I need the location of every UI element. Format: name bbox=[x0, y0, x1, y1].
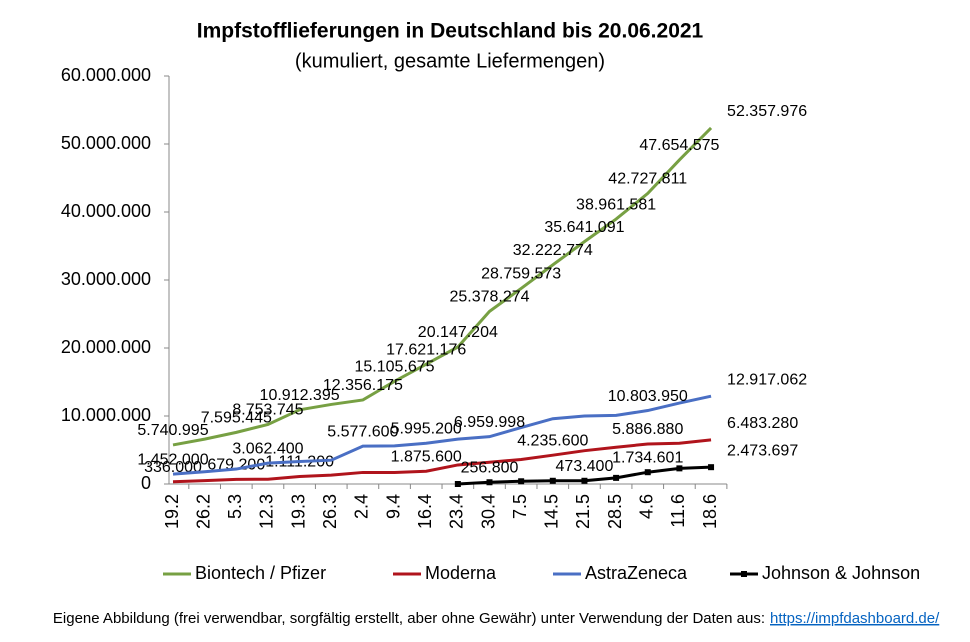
point-marker bbox=[518, 478, 525, 485]
x-tick-label: 2.4 bbox=[352, 494, 372, 519]
x-tick-label: 19.2 bbox=[162, 494, 182, 529]
x-tick-label: 30.4 bbox=[478, 494, 498, 529]
data-label: 47.654.575 bbox=[639, 137, 719, 154]
legend-label: Moderna bbox=[425, 563, 497, 583]
point-marker bbox=[486, 479, 493, 486]
point-marker bbox=[708, 464, 715, 471]
y-tick-label: 60.000.000 bbox=[61, 65, 151, 85]
data-label: 10.803.950 bbox=[608, 388, 688, 405]
x-tick-label: 11.6 bbox=[668, 494, 688, 528]
legend-marker bbox=[741, 571, 747, 577]
source-note: Eigene Abbildung (frei verwendbar, sorgf… bbox=[53, 610, 765, 627]
x-tick-label: 4.6 bbox=[637, 494, 657, 519]
x-tick-label: 12.3 bbox=[257, 494, 277, 529]
data-label: 32.222.774 bbox=[513, 242, 593, 259]
x-tick-label: 26.3 bbox=[320, 494, 340, 529]
data-label: 35.641.091 bbox=[544, 219, 624, 236]
series-line bbox=[172, 394, 712, 476]
data-label: 6.483.280 bbox=[727, 415, 798, 432]
data-label: 473.400 bbox=[556, 458, 614, 475]
y-tick-label: 50.000.000 bbox=[61, 133, 151, 153]
x-tick-label: 18.6 bbox=[700, 494, 720, 529]
data-label: 1.875.600 bbox=[391, 448, 462, 465]
data-label: 1.734.601 bbox=[612, 449, 683, 466]
y-tick-label: 30.000.000 bbox=[61, 269, 151, 289]
x-tick-label: 21.5 bbox=[573, 494, 593, 529]
data-label: 4.235.600 bbox=[517, 432, 588, 449]
series-line bbox=[172, 438, 712, 484]
data-label: 5.995.200 bbox=[391, 420, 462, 437]
point-marker bbox=[644, 469, 651, 476]
chart-title: Impfstofflieferungen in Deutschland bis … bbox=[197, 20, 704, 43]
data-label: 3.062.400 bbox=[232, 440, 303, 457]
data-label: 52.357.976 bbox=[727, 103, 807, 120]
legend-label: Biontech / Pfizer bbox=[195, 563, 326, 583]
y-tick-label: 40.000.000 bbox=[61, 201, 151, 221]
x-tick-label: 5.3 bbox=[225, 494, 245, 519]
point-marker bbox=[676, 465, 683, 472]
point-marker bbox=[454, 481, 461, 487]
data-label: 8.753.745 bbox=[232, 402, 303, 419]
point-marker bbox=[581, 477, 588, 484]
data-label: 5.577.600 bbox=[327, 423, 398, 440]
data-label: 7.595.445 bbox=[201, 410, 272, 427]
data-label: 6.959.998 bbox=[454, 414, 525, 431]
data-label: 42.727.811 bbox=[608, 171, 687, 188]
x-tick-label: 14.5 bbox=[542, 494, 562, 529]
x-tick-label: 9.4 bbox=[383, 494, 403, 519]
legend-label: AstraZeneca bbox=[585, 563, 688, 583]
x-tick-label: 28.5 bbox=[605, 494, 625, 529]
y-tick-label: 20.000.000 bbox=[61, 337, 151, 357]
source-link[interactable]: https://impfdashboard.de/ bbox=[770, 610, 940, 627]
data-label: 5.740.995 bbox=[137, 422, 208, 439]
data-label: 10.912.395 bbox=[260, 387, 340, 404]
y-tick-label: 10.000.000 bbox=[61, 405, 151, 425]
x-tick-label: 26.2 bbox=[193, 494, 213, 529]
point-marker bbox=[549, 477, 556, 484]
x-tick-label: 19.3 bbox=[288, 494, 308, 529]
data-label: 25.378.274 bbox=[449, 289, 529, 306]
series-line bbox=[172, 126, 713, 447]
data-label: 20.147.204 bbox=[418, 324, 498, 341]
data-label: 256.800 bbox=[461, 459, 519, 476]
data-label: 2.473.697 bbox=[727, 442, 798, 459]
data-label: 12.917.062 bbox=[727, 371, 807, 388]
data-label: 1.452.000 bbox=[137, 451, 208, 468]
point-marker bbox=[613, 474, 620, 481]
x-tick-label: 7.5 bbox=[510, 494, 530, 519]
y-tick-label: 0 bbox=[141, 473, 151, 493]
data-label: 38.961.581 bbox=[576, 196, 656, 213]
data-label: 12.356.175 bbox=[323, 377, 403, 394]
x-tick-label: 16.4 bbox=[415, 494, 435, 529]
chart-subtitle: (kumuliert, gesamte Liefermengen) bbox=[295, 50, 605, 72]
data-label: 15.105.675 bbox=[355, 359, 435, 376]
data-label: 28.759.573 bbox=[481, 266, 561, 283]
legend-label: Johnson & Johnson bbox=[762, 563, 920, 583]
data-label: 17.621.176 bbox=[386, 341, 466, 358]
x-tick-label: 23.4 bbox=[447, 494, 467, 529]
data-label: 5.886.880 bbox=[612, 421, 683, 438]
